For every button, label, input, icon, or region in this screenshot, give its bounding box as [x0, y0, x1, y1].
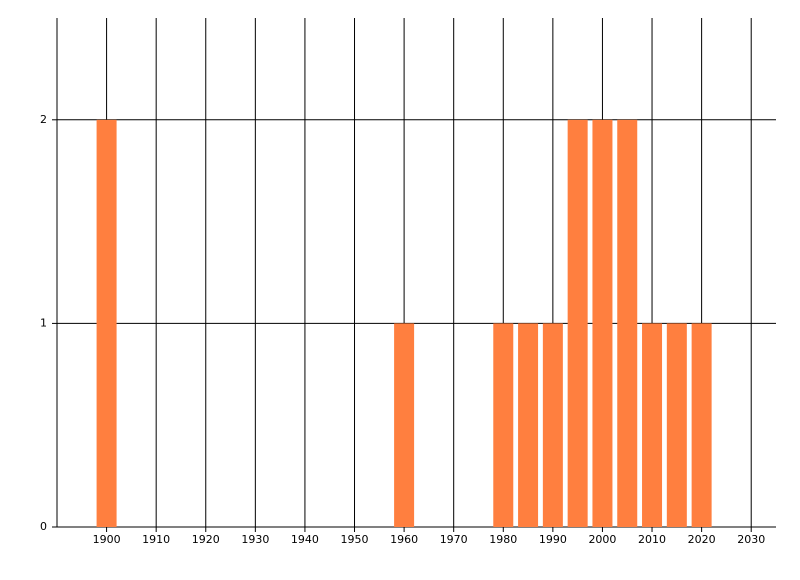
x-tick-label: 1950: [341, 533, 369, 546]
bar: [592, 119, 613, 528]
bar: [518, 323, 539, 527]
x-tick-label: 1930: [241, 533, 269, 546]
x-tick-label: 2000: [588, 533, 616, 546]
y-tick-label: 0: [40, 520, 47, 533]
x-tick-label: 2010: [638, 533, 666, 546]
y-tick-label: 1: [40, 316, 47, 329]
x-tick-label: 2030: [737, 533, 765, 546]
bar: [567, 119, 588, 528]
x-tick-label: 1920: [192, 533, 220, 546]
x-tick-label: 2020: [688, 533, 716, 546]
x-tick-label: 1910: [142, 533, 170, 546]
x-tick-label: 1960: [390, 533, 418, 546]
bar: [691, 323, 712, 527]
bar: [666, 323, 687, 527]
x-tick-label: 1990: [539, 533, 567, 546]
bar: [96, 119, 117, 528]
x-tick-label: 1940: [291, 533, 319, 546]
x-tick-label: 1900: [93, 533, 121, 546]
bar: [642, 323, 663, 527]
bar: [617, 119, 638, 528]
bar: [542, 323, 563, 527]
y-tick-label: 2: [40, 113, 47, 126]
bar: [493, 323, 514, 527]
x-tick-label: 1980: [489, 533, 517, 546]
x-tick-label: 1970: [440, 533, 468, 546]
bar: [394, 323, 415, 527]
